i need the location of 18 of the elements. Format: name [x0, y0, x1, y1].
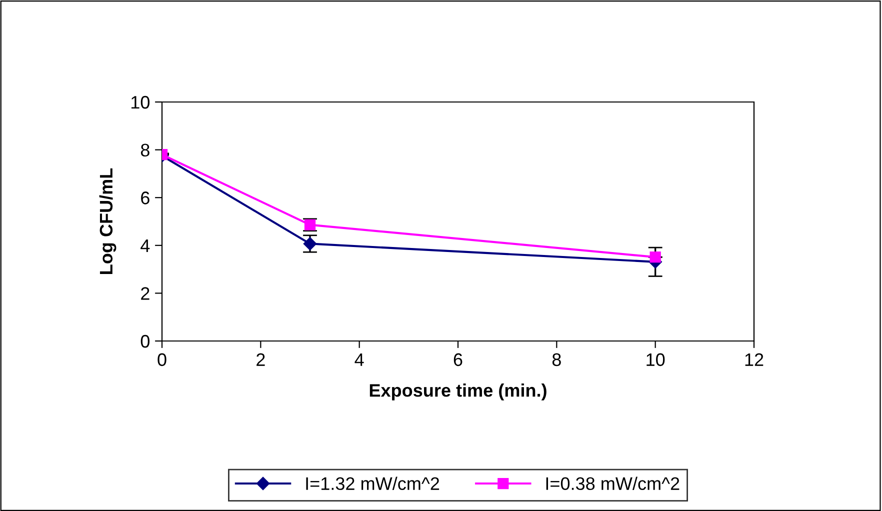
y-axis-title: Log CFU/mL	[99, 168, 116, 274]
x-tick-label: 4	[354, 353, 364, 366]
x-tick-label: 2	[256, 353, 265, 366]
legend-label: I=0.38 mW/cm^2	[546, 476, 680, 490]
y-tick-label: 10	[131, 96, 150, 109]
x-tick-label: 0	[158, 353, 166, 366]
legend-label: I=1.32 mW/cm^2	[306, 476, 440, 490]
y-tick-label: 6	[141, 192, 150, 204]
x-axis-title: Exposure time (min.)	[370, 384, 546, 400]
x-tick-label: 10	[646, 353, 665, 366]
y-tick-label: 0	[140, 334, 150, 348]
y-tick-label: 2	[141, 287, 150, 300]
x-tick-label: 12	[745, 353, 764, 366]
point	[650, 252, 661, 263]
x-tick-label: 8	[552, 353, 561, 366]
y-tick-label: 4	[140, 240, 150, 252]
y-tick-label: 8	[140, 144, 150, 157]
x-tick-label: 6	[454, 353, 462, 366]
